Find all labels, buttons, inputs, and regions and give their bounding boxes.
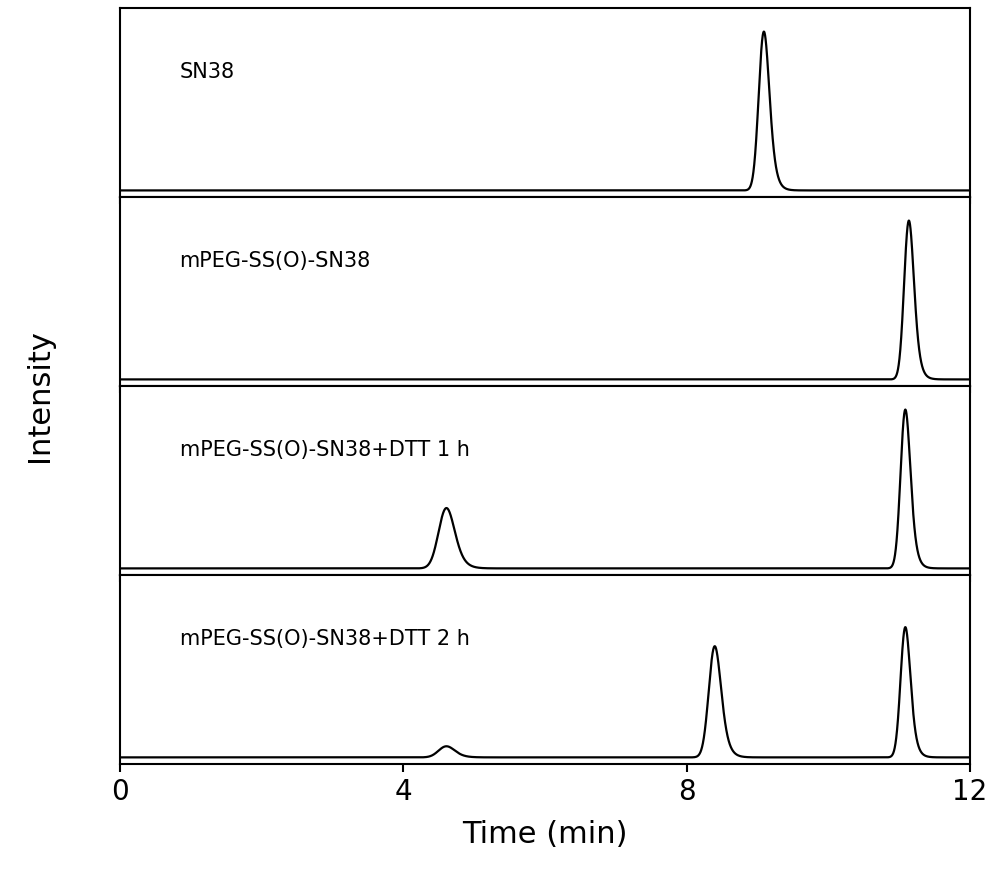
Text: mPEG-SS(O)-SN38+DTT 2 h: mPEG-SS(O)-SN38+DTT 2 h <box>180 628 469 648</box>
Text: mPEG-SS(O)-SN38+DTT 1 h: mPEG-SS(O)-SN38+DTT 1 h <box>180 439 469 459</box>
Text: SN38: SN38 <box>180 61 235 82</box>
Text: Intensity: Intensity <box>25 328 54 462</box>
X-axis label: Time (min): Time (min) <box>462 819 628 848</box>
Text: mPEG-SS(O)-SN38: mPEG-SS(O)-SN38 <box>180 250 371 270</box>
